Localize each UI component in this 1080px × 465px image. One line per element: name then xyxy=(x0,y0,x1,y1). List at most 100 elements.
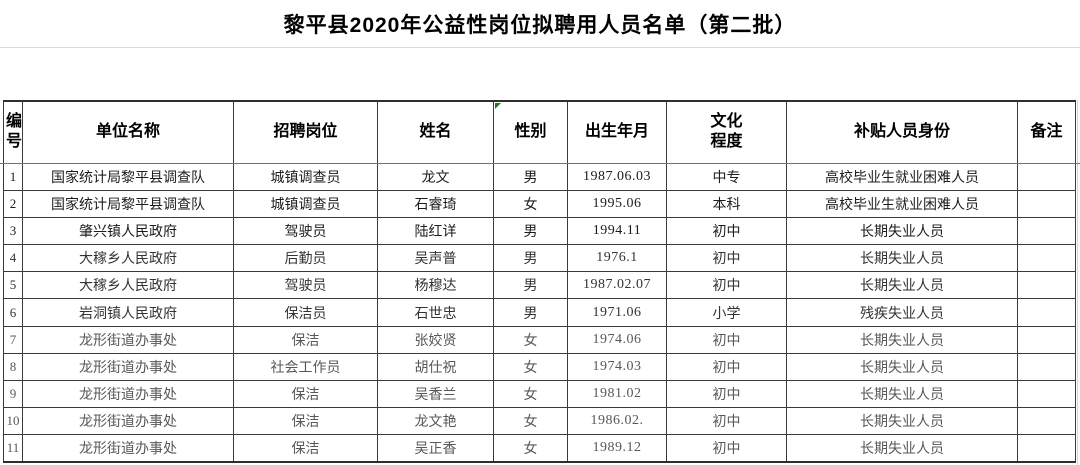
cell-unit[interactable]: 龙形街道办事处 xyxy=(22,379,234,409)
column-header-unit[interactable]: 单位名称 xyxy=(22,100,234,164)
cell-name[interactable]: 吴香兰 xyxy=(377,379,494,409)
cell-education[interactable]: 初中 xyxy=(666,271,787,300)
cell-remark[interactable] xyxy=(1017,298,1076,327)
cell-unit[interactable]: 国家统计局黎平县调查队 xyxy=(22,189,234,218)
cell-name[interactable]: 吴声普 xyxy=(377,244,494,273)
cell-name[interactable]: 吴正香 xyxy=(377,434,494,463)
cell-remark[interactable] xyxy=(1017,162,1076,191)
cell-remark[interactable] xyxy=(1017,216,1076,246)
cell-birth[interactable]: 1987.02.07 xyxy=(567,271,667,300)
cell-education[interactable]: 初中 xyxy=(666,407,787,436)
cell-birth[interactable]: 1995.06 xyxy=(567,189,667,218)
cell-birth[interactable]: 1986.02. xyxy=(567,407,667,436)
cell-id[interactable]: 1 xyxy=(3,162,23,191)
column-header-id[interactable]: 编 号 xyxy=(3,100,23,164)
cell-remark[interactable] xyxy=(1017,325,1076,354)
cell-unit[interactable]: 龙形街道办事处 xyxy=(22,325,234,354)
cell-unit[interactable]: 国家统计局黎平县调查队 xyxy=(22,162,234,191)
cell-unit[interactable]: 大稼乡人民政府 xyxy=(22,244,234,273)
cell-name[interactable]: 杨穆达 xyxy=(377,271,494,300)
cell-identity[interactable]: 长期失业人员 xyxy=(786,216,1018,246)
cell-name[interactable]: 陆红详 xyxy=(377,216,494,246)
column-header-gender[interactable]: 性别 xyxy=(493,100,568,164)
cell-name[interactable]: 龙文 xyxy=(377,162,494,191)
cell-education[interactable]: 初中 xyxy=(666,379,787,409)
cell-identity[interactable]: 长期失业人员 xyxy=(786,434,1018,463)
cell-id[interactable]: 4 xyxy=(3,244,23,273)
cell-gender[interactable]: 女 xyxy=(493,407,568,436)
cell-gender[interactable]: 女 xyxy=(493,325,568,354)
cell-name[interactable]: 龙文艳 xyxy=(377,407,494,436)
cell-identity[interactable]: 残疾失业人员 xyxy=(786,298,1018,327)
cell-gender[interactable]: 男 xyxy=(493,298,568,327)
cell-position[interactable]: 后勤员 xyxy=(233,244,378,273)
cell-name[interactable]: 胡仕祝 xyxy=(377,352,494,382)
cell-education[interactable]: 初中 xyxy=(666,352,787,382)
column-header-remark[interactable]: 备注 xyxy=(1017,100,1076,164)
cell-birth[interactable]: 1994.11 xyxy=(567,216,667,246)
cell-gender[interactable]: 男 xyxy=(493,162,568,191)
cell-id[interactable]: 2 xyxy=(3,189,23,218)
cell-education[interactable]: 初中 xyxy=(666,216,787,246)
cell-remark[interactable] xyxy=(1017,434,1076,463)
cell-id[interactable]: 3 xyxy=(3,216,23,246)
cell-remark[interactable] xyxy=(1017,244,1076,273)
column-header-position[interactable]: 招聘岗位 xyxy=(233,100,378,164)
cell-birth[interactable]: 1976.1 xyxy=(567,244,667,273)
cell-id[interactable]: 7 xyxy=(3,325,23,354)
cell-education[interactable]: 初中 xyxy=(666,244,787,273)
cell-education[interactable]: 中专 xyxy=(666,162,787,191)
cell-identity[interactable]: 长期失业人员 xyxy=(786,352,1018,382)
cell-gender[interactable]: 男 xyxy=(493,244,568,273)
cell-id[interactable]: 11 xyxy=(3,434,23,463)
cell-gender[interactable]: 男 xyxy=(493,271,568,300)
cell-birth[interactable]: 1974.03 xyxy=(567,352,667,382)
cell-id[interactable]: 8 xyxy=(3,352,23,382)
cell-remark[interactable] xyxy=(1017,271,1076,300)
cell-position[interactable]: 保洁 xyxy=(233,407,378,436)
cell-position[interactable]: 保洁 xyxy=(233,379,378,409)
cell-identity[interactable]: 长期失业人员 xyxy=(786,244,1018,273)
cell-position[interactable]: 城镇调查员 xyxy=(233,189,378,218)
cell-position[interactable]: 保洁员 xyxy=(233,298,378,327)
cell-identity[interactable]: 高校毕业生就业困难人员 xyxy=(786,162,1018,191)
cell-birth[interactable]: 1987.06.03 xyxy=(567,162,667,191)
cell-position[interactable]: 驾驶员 xyxy=(233,271,378,300)
cell-birth[interactable]: 1974.06 xyxy=(567,325,667,354)
cell-remark[interactable] xyxy=(1017,189,1076,218)
cell-identity[interactable]: 长期失业人员 xyxy=(786,325,1018,354)
column-header-identity[interactable]: 补贴人员身份 xyxy=(786,100,1018,164)
cell-position[interactable]: 驾驶员 xyxy=(233,216,378,246)
cell-id[interactable]: 6 xyxy=(3,298,23,327)
cell-position[interactable]: 保洁 xyxy=(233,325,378,354)
cell-id[interactable]: 5 xyxy=(3,271,23,300)
cell-unit[interactable]: 龙形街道办事处 xyxy=(22,352,234,382)
cell-gender[interactable]: 男 xyxy=(493,216,568,246)
cell-gender[interactable]: 女 xyxy=(493,189,568,218)
cell-identity[interactable]: 长期失业人员 xyxy=(786,271,1018,300)
cell-gender[interactable]: 女 xyxy=(493,379,568,409)
cell-name[interactable]: 石世忠 xyxy=(377,298,494,327)
column-header-name[interactable]: 姓名 xyxy=(377,100,494,164)
cell-remark[interactable] xyxy=(1017,352,1076,382)
cell-identity[interactable]: 高校毕业生就业困难人员 xyxy=(786,189,1018,218)
cell-remark[interactable] xyxy=(1017,407,1076,436)
cell-remark[interactable] xyxy=(1017,379,1076,409)
column-header-education[interactable]: 文化 程度 xyxy=(666,100,787,164)
cell-birth[interactable]: 1989.12 xyxy=(567,434,667,463)
cell-education[interactable]: 小学 xyxy=(666,298,787,327)
cell-unit[interactable]: 肇兴镇人民政府 xyxy=(22,216,234,246)
column-header-birth[interactable]: 出生年月 xyxy=(567,100,667,164)
cell-gender[interactable]: 女 xyxy=(493,352,568,382)
cell-position[interactable]: 城镇调查员 xyxy=(233,162,378,191)
cell-birth[interactable]: 1971.06 xyxy=(567,298,667,327)
cell-position[interactable]: 保洁 xyxy=(233,434,378,463)
cell-identity[interactable]: 长期失业人员 xyxy=(786,379,1018,409)
cell-gender[interactable]: 女 xyxy=(493,434,568,463)
cell-name[interactable]: 石睿琦 xyxy=(377,189,494,218)
cell-education[interactable]: 初中 xyxy=(666,434,787,463)
cell-id[interactable]: 10 xyxy=(3,407,23,436)
cell-name[interactable]: 张姣贤 xyxy=(377,325,494,354)
cell-identity[interactable]: 长期失业人员 xyxy=(786,407,1018,436)
cell-unit[interactable]: 龙形街道办事处 xyxy=(22,407,234,436)
